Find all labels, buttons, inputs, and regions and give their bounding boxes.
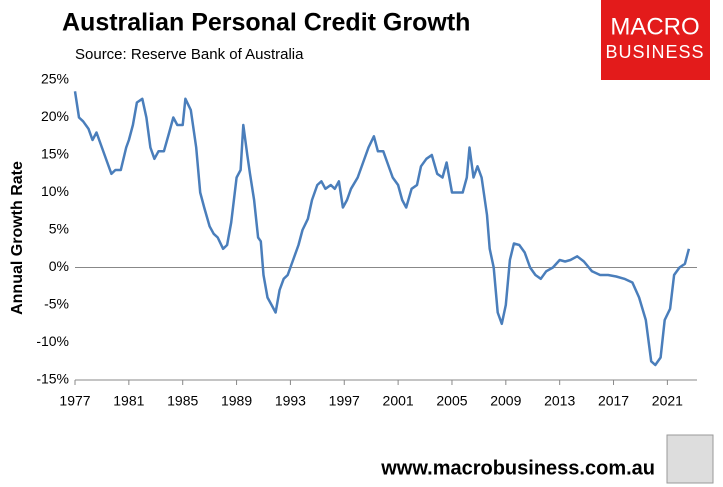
chart-subtitle: Source: Reserve Bank of Australia — [75, 46, 304, 63]
y-tick-label: -15% — [36, 371, 69, 387]
logo-box — [601, 0, 710, 80]
y-tick-label: 20% — [41, 108, 69, 124]
x-tick-label: 2013 — [544, 393, 575, 409]
y-axis-label: Annual Growth Rate — [9, 161, 26, 315]
y-tick-label: 15% — [41, 146, 69, 162]
fox-icon — [666, 434, 714, 484]
x-tick-label: 1985 — [167, 393, 198, 409]
x-tick-label: 1997 — [329, 393, 360, 409]
footer: www.macrobusiness.com.au — [380, 457, 655, 479]
line — [73, 91, 691, 367]
y-tick-label: -10% — [36, 333, 69, 349]
x-tick-label: 1989 — [221, 393, 252, 409]
y-tick-label: -5% — [44, 296, 69, 312]
x-tick-label: 2005 — [436, 393, 467, 409]
x-tick-label: 2017 — [598, 393, 629, 409]
x-tick-label: 1977 — [59, 393, 90, 409]
x-tick-label: 1981 — [113, 393, 144, 409]
x-tick-label: 2001 — [383, 393, 414, 409]
logo-text: BUSINESS — [605, 42, 704, 62]
x-tick-label: 1993 — [275, 393, 306, 409]
chart-title: Australian Personal Credit Growth — [62, 9, 470, 37]
y-tick-label: 10% — [41, 183, 69, 199]
x-tick-label: 2009 — [490, 393, 521, 409]
x-tick-label: 2021 — [652, 393, 683, 409]
y-tick-label: 5% — [49, 221, 69, 237]
y-tick-label: 0% — [49, 258, 69, 274]
y-tick-label: 25% — [41, 71, 69, 87]
logo-text: MACRO — [610, 13, 699, 40]
